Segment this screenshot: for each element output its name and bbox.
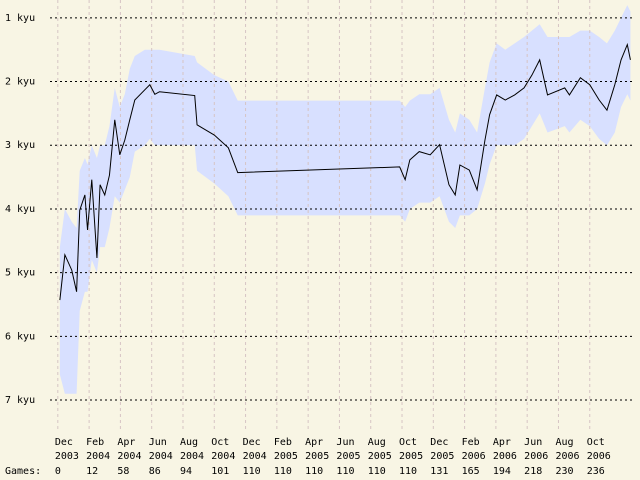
x-tick-month: Apr [493, 437, 511, 448]
games-count: 0 [55, 466, 61, 477]
x-tick-month: Apr [117, 437, 135, 448]
x-tick-month: Aug [555, 437, 573, 448]
x-tick-month: Oct [399, 437, 417, 448]
games-count: 110 [399, 466, 417, 477]
games-label: Games: [5, 466, 41, 477]
games-count: 94 [180, 466, 192, 477]
x-tick-year: 2006 [493, 451, 517, 462]
x-tick-month: Feb [274, 437, 292, 448]
games-count: 12 [86, 466, 98, 477]
x-tick-year: 2005 [305, 451, 329, 462]
x-tick-month: Jun [336, 437, 354, 448]
x-tick-year: 2006 [524, 451, 548, 462]
games-count: 194 [493, 466, 511, 477]
x-tick-month: Dec [430, 437, 448, 448]
x-tick-month: Apr [305, 437, 323, 448]
x-tick-year: 2006 [462, 451, 486, 462]
x-tick-year: 2005 [336, 451, 360, 462]
x-tick-year: 2006 [555, 451, 579, 462]
x-tick-year: 2005 [368, 451, 392, 462]
games-count: 131 [430, 466, 448, 477]
games-count: 101 [211, 466, 229, 477]
x-tick-month: Aug [368, 437, 386, 448]
x-tick-year: 2004 [180, 451, 204, 462]
games-count: 110 [243, 466, 261, 477]
x-tick-year: 2005 [399, 451, 423, 462]
games-count: 218 [524, 466, 542, 477]
games-count: 86 [149, 466, 161, 477]
games-count: 230 [555, 466, 573, 477]
games-count: 58 [117, 466, 129, 477]
y-tick-label: 2 kyu [5, 77, 35, 88]
x-tick-year: 2004 [149, 451, 173, 462]
y-tick-label: 7 kyu [5, 395, 35, 406]
x-tick-year: 2006 [587, 451, 611, 462]
x-tick-year: 2004 [243, 451, 267, 462]
games-count: 236 [587, 466, 605, 477]
x-tick-month: Oct [211, 437, 229, 448]
x-tick-month: Aug [180, 437, 198, 448]
x-tick-month: Oct [587, 437, 605, 448]
x-tick-year: 2004 [211, 451, 235, 462]
y-tick-label: 6 kyu [5, 331, 35, 342]
y-tick-label: 4 kyu [5, 204, 35, 215]
games-count: 110 [368, 466, 386, 477]
x-tick-month: Dec [243, 437, 261, 448]
x-tick-year: 2003 [55, 451, 79, 462]
y-tick-label: 1 kyu [5, 13, 35, 24]
games-count: 110 [274, 466, 292, 477]
x-tick-year: 2005 [430, 451, 454, 462]
y-tick-label: 5 kyu [5, 268, 35, 279]
games-count: 165 [462, 466, 480, 477]
x-tick-month: Dec [55, 437, 73, 448]
rating-line [59, 42, 631, 301]
x-tick-month: Jun [149, 437, 167, 448]
x-tick-year: 2004 [86, 451, 110, 462]
x-tick-year: 2005 [274, 451, 298, 462]
games-count: 110 [336, 466, 354, 477]
games-count: 110 [305, 466, 323, 477]
rating-band [59, 5, 631, 394]
y-tick-label: 3 kyu [5, 140, 35, 151]
x-tick-year: 2004 [117, 451, 141, 462]
x-tick-month: Feb [86, 437, 104, 448]
x-tick-month: Jun [524, 437, 542, 448]
x-tick-month: Feb [462, 437, 480, 448]
